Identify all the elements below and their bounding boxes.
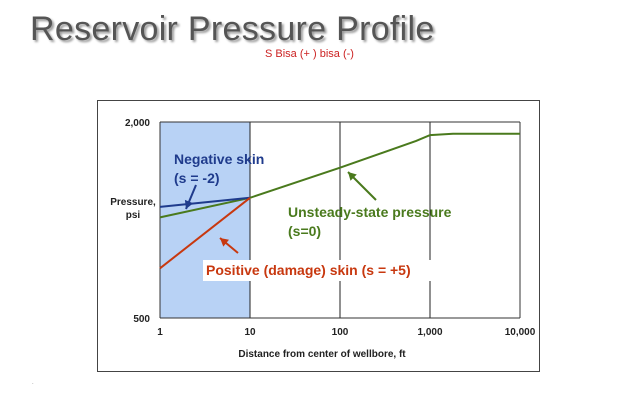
annotation-arrow-head [220,238,229,247]
near-wellbore-shaded-region [160,122,250,318]
annotation-arrow-head [348,172,357,181]
x-tick-label: 10,000 [505,327,536,338]
annotation-arrow-head [184,199,194,209]
x-tick-label: 100 [332,327,349,338]
annotation-positive-damage-skin: Positive (damage) skin (s = +5) [206,262,411,278]
annotation-negative-skin: Negative skin (s = -2) [174,151,264,186]
y-axis-title-line: Pressure, [110,197,156,208]
annotation-line: (s=0) [288,223,321,239]
series-line-positive-damage-skin [159,197,251,270]
y-axis-title-line: psi [126,210,141,221]
y-tick-label: 500 [133,314,150,325]
series-line-negative-skin [159,196,251,208]
y-tick-label: 2,000 [125,118,150,129]
chart-frame: Negative skin (s = -2) Unsteady-state pres… [97,100,540,372]
annotation-unsteady-state-pressure: Unsteady-state pressure (s=0) [288,204,452,239]
annotation-line: Negative skin [174,151,264,167]
x-tick-label: 1 [157,327,163,338]
annotation-background [203,260,443,281]
subtitle-note: S Bisa (+ ) bisa (-) [265,48,354,60]
x-tick-label: 10 [244,327,256,338]
y-axis-title: Pressure, psi [110,197,156,221]
chart-svg: Negative skin (s = -2) Unsteady-state pres… [110,118,536,360]
annotation-line: Unsteady-state pressure [288,204,452,220]
annotation-line: Positive (damage) skin (s = +5) [206,262,411,278]
x-tick-label: 1,000 [417,327,442,338]
footer-mark: . [32,380,34,386]
slide-title: Reservoir Pressure Profile [30,10,435,48]
annotation-line: (s = -2) [174,170,220,186]
x-axis-title: Distance from center of wellbore, ft [238,349,406,360]
